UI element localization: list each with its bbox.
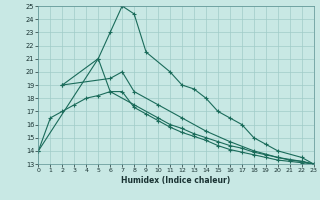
X-axis label: Humidex (Indice chaleur): Humidex (Indice chaleur) (121, 176, 231, 185)
